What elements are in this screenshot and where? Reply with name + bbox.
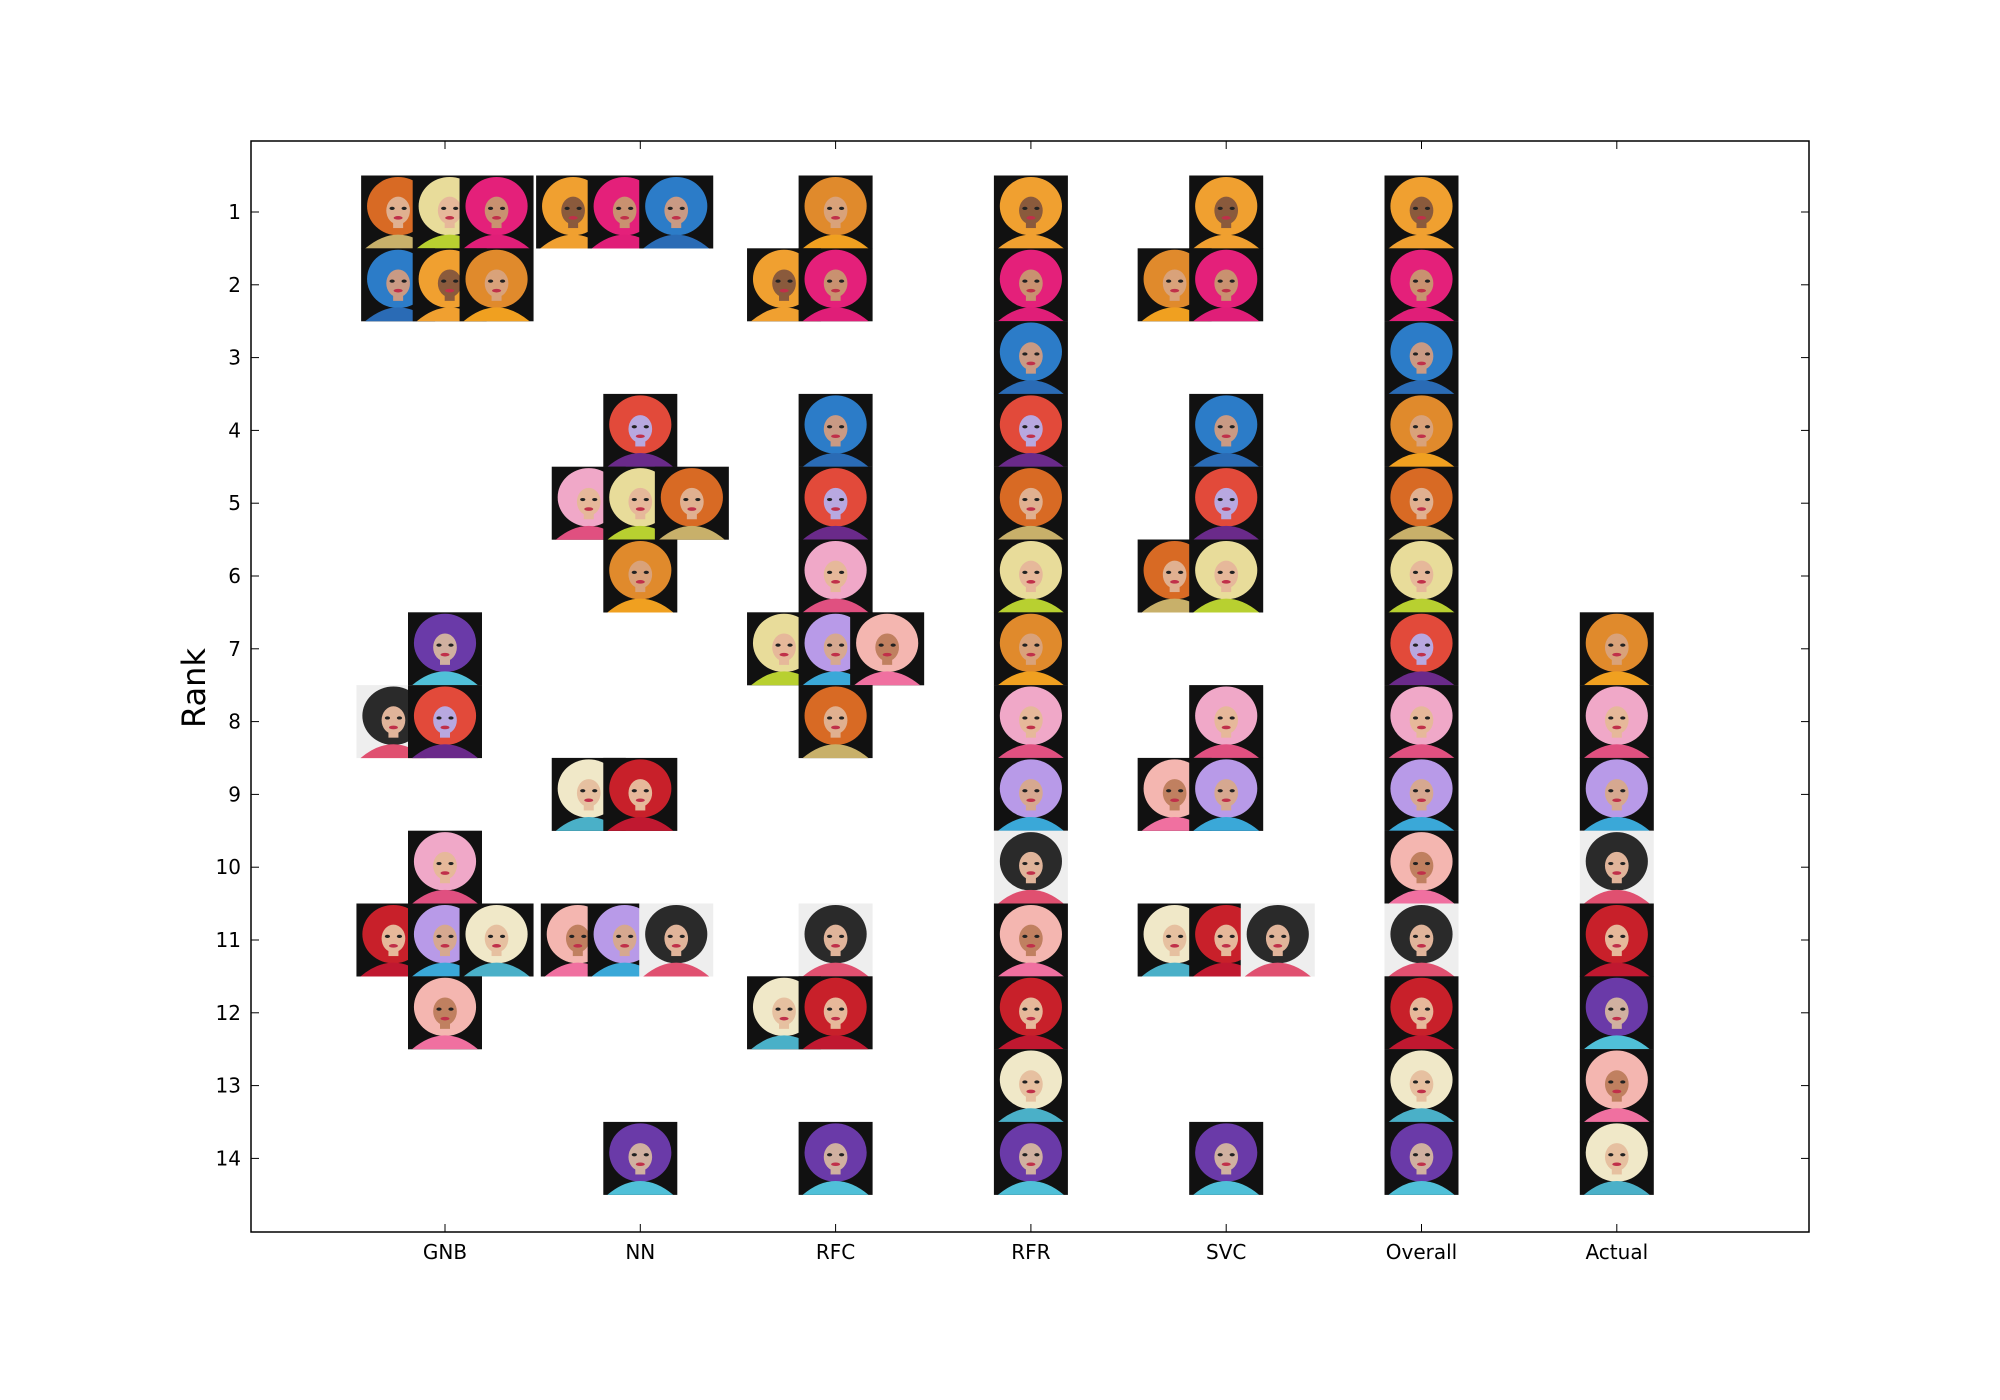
portrait-markers	[356, 175, 1654, 1195]
portrait-teal	[408, 612, 482, 686]
x-tick-labels: GNB NN RFC RFR SVC Overall Actual	[423, 1240, 1648, 1264]
portrait-lavender	[1384, 757, 1459, 831]
portrait-lavender	[1579, 757, 1654, 831]
portrait-blue	[993, 321, 1068, 395]
y-tick-label: 4	[228, 418, 241, 442]
portrait-red	[1384, 976, 1459, 1050]
portrait-peach	[1579, 1049, 1654, 1123]
portrait-pastel	[993, 685, 1068, 759]
portrait-crown	[1384, 175, 1459, 249]
portrait-orange	[1579, 612, 1654, 686]
portrait-pink	[993, 248, 1068, 322]
portrait-peach	[1384, 830, 1459, 904]
portrait-pastel	[1579, 685, 1654, 759]
plot-frame	[250, 140, 1810, 1233]
portrait-red	[993, 976, 1068, 1050]
portrait-platinum	[1579, 1121, 1654, 1195]
portrait-red	[603, 757, 678, 831]
y-tick-label: 6	[228, 564, 241, 588]
y-tick-label: 7	[228, 637, 241, 661]
x-tick-label: Overall	[1386, 1240, 1457, 1264]
y-tick-label: 8	[228, 710, 241, 734]
y-tick-label: 9	[228, 782, 241, 806]
portrait-pink	[798, 248, 873, 322]
x-tick-label: RFR	[1011, 1240, 1050, 1264]
y-axis-label: Rank	[175, 648, 213, 728]
portrait-pink	[459, 175, 534, 249]
portrait-teal	[798, 1121, 873, 1195]
portrait-platinum	[1384, 1049, 1459, 1123]
portrait-orange	[993, 612, 1068, 686]
portrait-ginger	[654, 466, 729, 540]
x-tick-label: GNB	[423, 1240, 467, 1264]
portrait-purple	[408, 685, 482, 759]
portrait-orange	[1384, 393, 1459, 467]
portrait-peach	[993, 903, 1068, 977]
portrait-purple	[1384, 612, 1459, 686]
portrait-purple	[993, 393, 1068, 467]
portrait-blonde	[1384, 539, 1459, 613]
portrait-pastel	[1384, 685, 1459, 759]
portrait-crown	[1189, 175, 1264, 249]
portrait-platinum	[459, 903, 534, 977]
x-tick-label: Actual	[1585, 1240, 1648, 1264]
portrait-teal	[1384, 1121, 1459, 1195]
portrait-pink	[1189, 248, 1264, 322]
portrait-brunette	[1384, 903, 1459, 977]
portrait-brunette	[1240, 903, 1315, 977]
portrait-peach	[850, 612, 925, 686]
portrait-crown	[993, 175, 1068, 249]
y-tick-label: 11	[216, 928, 241, 952]
y-tick-label: 13	[216, 1074, 241, 1098]
portrait-lavender	[1189, 757, 1264, 831]
portrait-blonde	[1189, 539, 1264, 613]
portrait-ginger	[1384, 466, 1459, 540]
portrait-brunette	[993, 830, 1068, 904]
y-tick-label: 3	[228, 346, 241, 370]
portrait-red	[1579, 903, 1654, 977]
portrait-peach	[408, 976, 482, 1050]
portrait-pink	[1384, 248, 1459, 322]
portrait-pastel	[1189, 685, 1264, 759]
y-tick-label: 2	[228, 273, 241, 297]
portrait-orange	[459, 248, 534, 322]
portrait-pastel	[408, 830, 482, 904]
tick-marks	[251, 141, 1809, 1232]
portrait-ginger	[798, 685, 873, 759]
y-tick-label: 14	[216, 1146, 241, 1170]
portrait-red	[798, 976, 873, 1050]
portrait-blue	[1384, 321, 1459, 395]
portrait-blonde	[993, 539, 1068, 613]
y-tick-label: 5	[228, 491, 241, 515]
portrait-orange	[798, 175, 873, 249]
portrait-blue	[639, 175, 714, 249]
portrait-brunette	[639, 903, 714, 977]
portrait-ginger	[993, 466, 1068, 540]
x-tick-label: NN	[625, 1240, 655, 1264]
portrait-purple	[603, 393, 678, 467]
portrait-orange	[603, 539, 678, 613]
portrait-blue	[798, 393, 873, 467]
portrait-teal	[1579, 976, 1654, 1050]
portrait-purple	[1189, 466, 1264, 540]
y-tick-label: 12	[216, 1001, 241, 1025]
portrait-brunette	[1579, 830, 1654, 904]
portrait-teal	[603, 1121, 678, 1195]
portrait-platinum	[993, 1049, 1068, 1123]
x-tick-label: RFC	[816, 1240, 855, 1264]
portrait-teal	[1189, 1121, 1264, 1195]
y-tick-label: 1	[228, 200, 241, 224]
portrait-pastel	[798, 539, 873, 613]
x-tick-label: SVC	[1206, 1240, 1246, 1264]
y-tick-label: 10	[216, 855, 241, 879]
portrait-brunette	[798, 903, 873, 977]
portrait-blue	[1189, 393, 1264, 467]
portrait-teal	[993, 1121, 1068, 1195]
portrait-purple	[798, 466, 873, 540]
portrait-lavender	[993, 757, 1068, 831]
